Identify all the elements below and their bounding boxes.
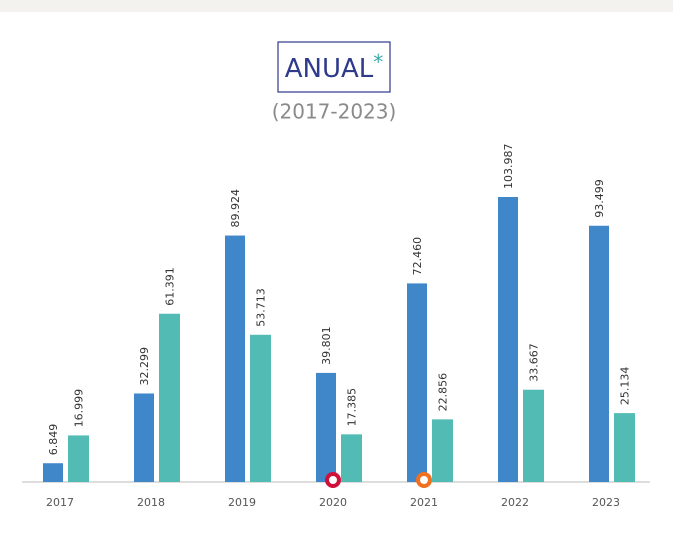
bar <box>614 413 635 482</box>
bar <box>589 225 609 482</box>
bar <box>134 393 154 482</box>
title-suffix: * <box>373 50 383 74</box>
event-marker <box>325 472 341 488</box>
value-label: 61.391 <box>164 267 177 306</box>
bar <box>407 283 427 482</box>
x-tick-label: 2021 <box>410 496 438 509</box>
chart-title: ANUAL* <box>285 50 384 84</box>
value-label: 89.924 <box>229 189 242 228</box>
bar <box>43 463 63 482</box>
value-label: 39.801 <box>320 326 333 365</box>
title-text: ANUAL <box>285 54 374 84</box>
bar <box>159 313 180 482</box>
value-label: 6.849 <box>47 424 60 456</box>
bar <box>498 197 518 482</box>
bar <box>250 334 271 482</box>
x-tick-label: 2017 <box>46 496 74 509</box>
bar <box>316 372 336 482</box>
title-box <box>277 41 391 93</box>
value-label: 33.667 <box>528 343 541 382</box>
value-label: 93.499 <box>593 179 606 218</box>
event-marker <box>416 472 432 488</box>
bar <box>225 235 245 482</box>
value-label: 22.856 <box>437 373 450 412</box>
value-label: 72.460 <box>411 237 424 276</box>
value-label: 103.987 <box>502 144 515 190</box>
x-tick-label: 2018 <box>137 496 165 509</box>
x-tick-label: 2023 <box>592 496 620 509</box>
x-tick-label: 2020 <box>319 496 347 509</box>
value-label: 16.999 <box>73 389 86 428</box>
value-label: 53.713 <box>255 288 268 327</box>
bar <box>523 389 544 482</box>
bar <box>341 434 362 482</box>
x-tick-label: 2022 <box>501 496 529 509</box>
value-label: 25.134 <box>619 367 632 406</box>
bar <box>432 419 453 482</box>
top-band <box>0 0 673 12</box>
chart-subtitle: (2017-2023) <box>272 100 397 124</box>
value-label: 17.385 <box>346 388 359 427</box>
x-tick-label: 2019 <box>228 496 256 509</box>
value-label: 32.299 <box>138 347 151 386</box>
bar <box>68 435 89 482</box>
